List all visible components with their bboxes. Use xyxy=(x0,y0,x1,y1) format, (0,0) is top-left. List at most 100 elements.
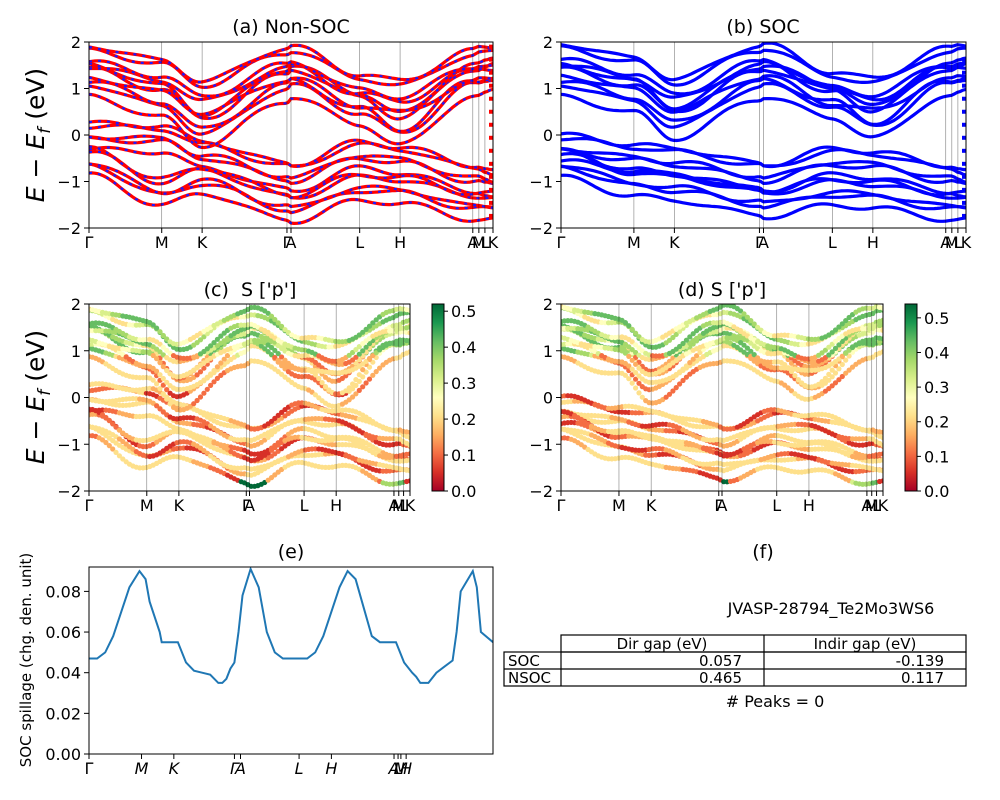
band-point xyxy=(360,348,366,354)
band-point xyxy=(880,305,883,311)
band-point xyxy=(795,377,801,383)
band-point xyxy=(106,418,112,424)
band-point xyxy=(160,344,166,350)
band-point xyxy=(167,401,173,407)
band-point xyxy=(741,311,747,317)
band-edge-mark xyxy=(962,187,966,192)
panel-d-xtick-label: A xyxy=(717,496,728,515)
panel-b-xtick-label: K xyxy=(669,233,680,252)
band-edge-mark xyxy=(962,174,966,179)
colorbar-c-tick-label: 0.3 xyxy=(451,374,476,393)
panel-a-ytick-label: 1 xyxy=(71,80,81,99)
band-point xyxy=(214,336,220,342)
band-point xyxy=(350,394,356,400)
panel-b-ytick-label: −1 xyxy=(529,173,553,192)
band-point xyxy=(164,396,170,402)
band-point xyxy=(113,449,119,455)
band-point xyxy=(204,374,210,380)
panel-b-xtick-label: A xyxy=(758,233,769,252)
band-point xyxy=(116,453,122,459)
band-point xyxy=(157,360,163,366)
panel-d-ytick-label: −1 xyxy=(529,435,553,454)
panel-e-xtick-label: K xyxy=(169,759,181,778)
band-point xyxy=(363,380,369,386)
band-point xyxy=(822,347,829,353)
band-point xyxy=(211,340,217,346)
band-point xyxy=(639,394,645,400)
colorbar-d-tick-label: 0.2 xyxy=(924,413,949,432)
panel-c-ytick-label: 0 xyxy=(71,389,81,408)
band-point xyxy=(157,406,163,412)
band-point xyxy=(201,365,207,371)
band-point xyxy=(673,331,679,337)
panel-d-xtick-label: L xyxy=(872,496,881,515)
band-line-nonsoc-dash xyxy=(89,62,493,104)
band-point xyxy=(204,386,210,392)
band-point xyxy=(683,363,690,369)
panel-b-ytick-label: 1 xyxy=(543,80,553,99)
band-point xyxy=(201,390,207,396)
band-point xyxy=(363,344,369,350)
band-point xyxy=(748,318,754,324)
ylabel-band-top-unit: (eV) xyxy=(21,68,50,128)
table-footer-peaks: # Peaks = 0 xyxy=(726,692,825,711)
band-point xyxy=(197,394,204,400)
colorbar-d-tick-label: 0.1 xyxy=(924,447,949,466)
table-row-label-soc: SOC xyxy=(508,652,540,670)
band-edge-mark xyxy=(489,122,493,127)
band-point xyxy=(356,344,362,350)
band-point xyxy=(836,366,842,372)
band-point xyxy=(194,397,200,404)
panel-c-xtick-label: A xyxy=(388,496,399,515)
band-point xyxy=(272,347,278,353)
band-point xyxy=(211,367,217,374)
band-point xyxy=(843,350,849,356)
panel-c-xtick-label: Γ xyxy=(242,496,251,515)
panel-a-xtick-label: Γ xyxy=(282,233,291,252)
band-point xyxy=(157,341,163,347)
band-point xyxy=(275,351,281,357)
band-point xyxy=(211,379,217,385)
panel-c-xtick-label: M xyxy=(140,496,154,515)
panel-a-xtick-label: L xyxy=(480,233,489,252)
panel-c-xtick-label: M xyxy=(392,496,406,515)
band-point xyxy=(755,355,761,361)
band-point xyxy=(164,379,170,385)
panel-e-xtick-label: H xyxy=(400,759,412,778)
band-point xyxy=(839,361,845,368)
panel-e-xtick-label: Γ xyxy=(85,759,94,778)
band-point xyxy=(670,334,676,341)
panel-b-xtick-label: K xyxy=(961,233,972,252)
band-point xyxy=(197,369,204,375)
band-point xyxy=(633,376,639,382)
panel-b-xtick-label: Γ xyxy=(557,233,566,252)
panel-c-ytick-label: −2 xyxy=(57,482,81,501)
panel-e-ytick-label: 0.02 xyxy=(45,704,81,723)
band-point xyxy=(755,324,761,330)
band-point xyxy=(636,380,642,386)
band-point xyxy=(636,390,642,396)
band-edge-mark xyxy=(962,213,966,218)
band-point xyxy=(832,380,839,386)
band-point xyxy=(103,439,109,446)
band-point xyxy=(677,381,683,387)
band-edge-mark xyxy=(489,148,493,153)
panel-c-ytick-label: 2 xyxy=(71,295,81,314)
band-line-nonsoc-dash xyxy=(89,134,493,184)
band-edge-mark xyxy=(489,135,493,140)
band-point xyxy=(150,322,156,328)
panel-a-xtick-label: A xyxy=(286,233,297,252)
band-point xyxy=(826,371,832,377)
band-point xyxy=(160,332,166,339)
band-point xyxy=(356,372,362,378)
band-point xyxy=(224,353,231,359)
panel-d-xtick-label: A xyxy=(861,496,872,515)
panel-e-xtick-label: M xyxy=(135,759,149,778)
band-point xyxy=(157,372,163,378)
band-point xyxy=(312,372,318,378)
band-point xyxy=(751,321,757,327)
band-point xyxy=(839,321,845,327)
